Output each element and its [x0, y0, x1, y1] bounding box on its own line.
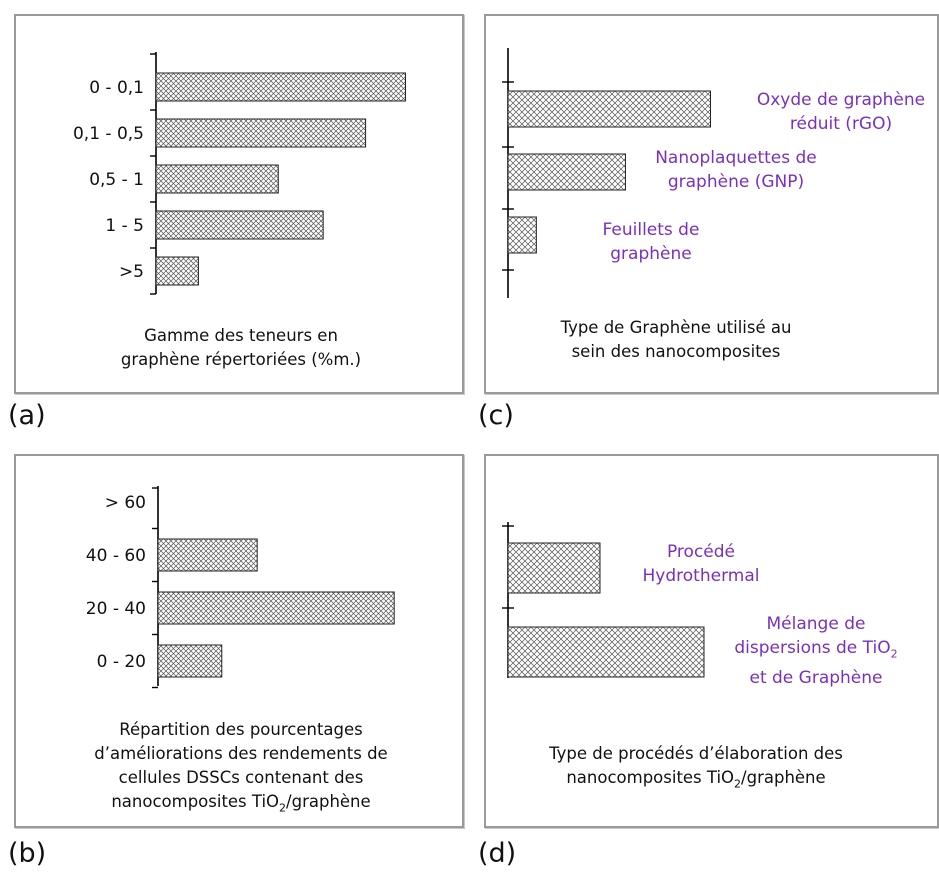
caption-b: Répartition des pourcentages d’améliorat… — [36, 718, 446, 820]
bar-c-nanoplaquettes-de-graph-ne-gnp — [507, 153, 626, 191]
bar-a-0-1-0-5 — [155, 118, 367, 148]
caption-b-line-2: d’améliorations des rendements de — [94, 744, 388, 763]
caption-c-line-1: Type de Graphène utilisé au — [560, 318, 792, 337]
panel-tag-c: (c) — [478, 400, 514, 431]
tick-label-b-0-20: 0 - 20 — [97, 652, 146, 672]
panel-b: > 60 40 - 60 20 - 40 0 - 20 Répartition des… — [14, 454, 464, 828]
panel-a: 0 - 0,1 0,1 - 0,5 0,5 - 1 1 - 5 >5 Gamme des… — [14, 14, 464, 394]
tick-label-b-20-40: 20 - 40 — [86, 599, 146, 619]
panel-tag-a: (a) — [8, 400, 46, 431]
caption-b-line-4: nanocomposites TiO2/graphène — [36, 790, 446, 820]
chart-d — [502, 522, 705, 678]
caption-d-line-2-post: /graphène — [741, 768, 826, 787]
chart-c — [502, 48, 711, 298]
panel-d: Procédé Hydrothermal Mélange de dispersi… — [484, 454, 939, 828]
caption-a-line-2: graphène répertoriées (%m.) — [120, 350, 362, 369]
label-hydrothermal-line-2: Hydrothermal — [642, 566, 760, 586]
label-melange-line-2: dispersions de TiO2 — [716, 636, 916, 666]
label-rgo: Oxyde de graphène réduit (rGO) — [736, 88, 939, 136]
label-hydrothermal-line-1: Procédé — [666, 542, 736, 562]
caption-b-line-1: Répartition des pourcentages — [119, 720, 363, 739]
caption-d-line-2-sub: 2 — [734, 777, 742, 791]
tick-label-a-0-5-1: 0,5 - 1 — [89, 170, 144, 190]
label-melange-line-2-sub: 2 — [890, 647, 898, 661]
bar-d-proc-d-hydrothermal — [507, 542, 601, 594]
tick-label-a-1-5: 1 - 5 — [105, 216, 144, 236]
bar-a-1-5 — [155, 210, 324, 240]
caption-d-line-2: nanocomposites TiO2/graphène — [526, 766, 866, 796]
label-melange: Mélange de dispersions de TiO2 et de Gra… — [716, 612, 916, 690]
bar-c-feuillets-de-graph-ne — [507, 216, 537, 254]
caption-b-line-4-sub: 2 — [279, 801, 287, 815]
caption-a: Gamme des teneurs en graphène répertorié… — [46, 324, 436, 372]
bar-a-5 — [155, 256, 199, 286]
chart-a: 0 - 0,1 0,1 - 0,5 0,5 - 1 1 - 5 >5 — [73, 52, 407, 295]
caption-d: Type de procédés d’élaboration des nanoc… — [526, 742, 866, 796]
tick-label-a-5: >5 — [119, 262, 144, 282]
caption-d-line-1: Type de procédés d’élaboration des — [549, 744, 843, 763]
label-feuillets-line-1: Feuillets de — [602, 220, 700, 240]
label-gnp: Nanoplaquettes de graphène (GNP) — [646, 146, 826, 194]
tick-label-b-60: > 60 — [105, 493, 146, 513]
panel-tag-d: (d) — [478, 838, 517, 869]
label-rgo-line-1: Oxyde de graphène — [756, 90, 926, 110]
caption-d-line-2-pre: nanocomposites TiO — [566, 768, 735, 787]
bar-b-0-20 — [157, 644, 223, 678]
label-rgo-line-2: réduit (rGO) — [789, 114, 893, 134]
label-melange-line-2-pre: dispersions de TiO — [734, 638, 891, 658]
tick-label-a-0-0-1: 0 - 0,1 — [89, 78, 144, 98]
bar-a-0-0-1 — [155, 72, 407, 102]
caption-c: Type de Graphène utilisé au sein des nan… — [506, 316, 846, 364]
label-feuillets-line-2: graphène — [610, 244, 692, 264]
bar-c-oxyde-de-graph-ne-r-duit-rgo — [507, 90, 711, 128]
bar-b-20-40 — [157, 591, 395, 625]
label-melange-line-3: et de Graphène — [749, 668, 883, 689]
bar-d-m-lange-de-dispersions-de-tio2-et-de-graph-ne — [507, 626, 705, 678]
caption-b-line-3: cellules DSSCs contenant des — [118, 768, 364, 787]
tick-label-b-40-60: 40 - 60 — [86, 546, 146, 566]
bar-a-0-5-1 — [155, 164, 279, 194]
caption-b-line-4-post: /graphène — [286, 792, 371, 811]
label-melange-line-1: Mélange de — [766, 614, 866, 634]
label-hydrothermal: Procédé Hydrothermal — [636, 540, 766, 588]
panel-tag-b: (b) — [8, 838, 47, 869]
caption-a-line-1: Gamme des teneurs en — [144, 326, 338, 345]
label-gnp-line-1: Nanoplaquettes de — [655, 148, 817, 168]
label-gnp-line-2: graphène (GNP) — [667, 172, 805, 192]
label-feuillets: Feuillets de graphène — [586, 218, 716, 266]
chart-b: > 60 40 - 60 20 - 40 0 - 20 — [86, 486, 395, 689]
tick-label-a-0-1-0-5: 0,1 - 0,5 — [73, 124, 144, 144]
caption-c-line-2: sein des nanocomposites — [571, 342, 781, 361]
caption-b-line-4-pre: nanocomposites TiO — [111, 792, 280, 811]
panel-c: Oxyde de graphène réduit (rGO) Nanoplaqu… — [484, 14, 939, 394]
bar-b-40-60 — [157, 538, 258, 572]
